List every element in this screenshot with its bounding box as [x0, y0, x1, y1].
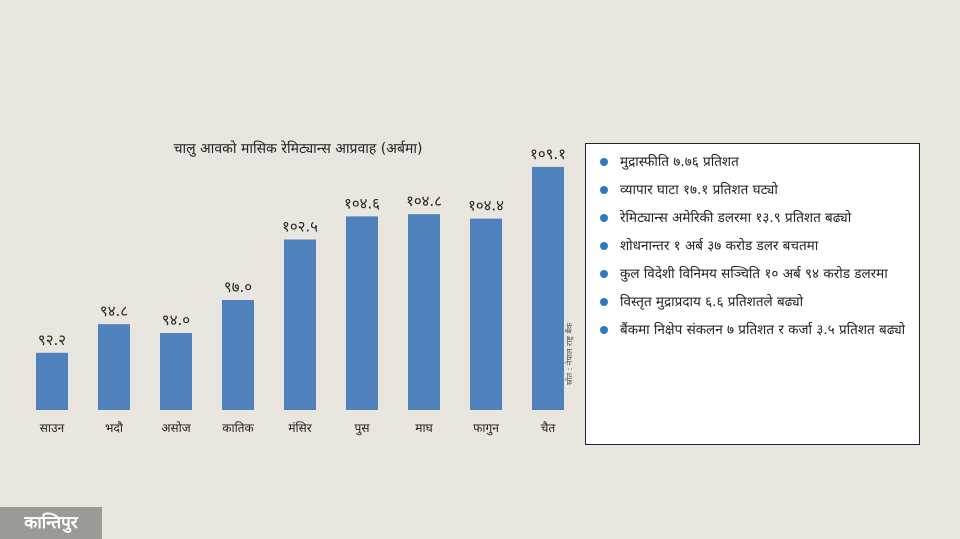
bar-3: [160, 333, 192, 410]
list-item: व्यापार घाटा १७.१ प्रतिशत घट्यो: [596, 180, 909, 200]
bar-1: [36, 352, 68, 410]
bar-6: [346, 216, 378, 410]
bar-chart: चालु आवको मासिक रेमिट्यान्स आप्रवाह (अर्…: [36, 140, 574, 436]
bar-2: [98, 324, 130, 410]
value-label: ९७.०: [224, 278, 252, 296]
list-item-text: बैंकमा निक्षेप संकलन ७ प्रतिशत र कर्जा ३…: [620, 322, 906, 338]
source-label: स्रोत : नेपाल राष्ट्र बैंक: [564, 322, 574, 385]
category-label: असोज: [161, 421, 191, 435]
bar-8: [470, 218, 502, 410]
list-item-text: मुद्रास्फीति ७.७६ प्रतिशत: [620, 154, 739, 170]
value-label: १०४.४: [468, 197, 504, 215]
list-item: बैंकमा निक्षेप संकलन ७ प्रतिशत र कर्जा ३…: [596, 320, 909, 340]
list-item: रेमिट्यान्स अमेरिकी डलरमा १३.९ प्रतिशत ब…: [596, 208, 909, 228]
category-label: चैत: [541, 421, 557, 435]
bullet-icon: [600, 242, 608, 250]
list-item-text: शोधनान्तर १ अर्ब ३७ करोड डलर बचतमा: [620, 238, 819, 254]
bar-7: [408, 214, 440, 410]
category-label: भदौ: [105, 421, 124, 435]
category-label: कातिक: [222, 421, 254, 435]
value-label: ९४.०: [162, 311, 190, 329]
bars-group: ९२.२ साउन ९४.८ भदौ ९४.० असोज ९७.० कातिक १०२.५ मंस…: [36, 145, 566, 436]
bar-9: [532, 166, 564, 410]
list-item-text: विस्तृत मुद्राप्रदाय ६.६ प्रतिशतले बढ्यो: [620, 294, 804, 310]
category-label: पुस: [355, 421, 371, 436]
bullet-icon: [600, 270, 608, 278]
value-label: १०२.५: [282, 218, 318, 236]
category-label: माघ: [415, 421, 433, 435]
value-label: ९२.२: [38, 331, 66, 349]
bullet-icon: [600, 298, 608, 306]
value-label: ९४.८: [100, 302, 128, 320]
info-list: मुद्रास्फीति ७.७६ प्रतिशत व्यापार घाटा १…: [596, 152, 909, 340]
value-label: १०९.१: [530, 145, 566, 163]
bar-5: [284, 239, 316, 410]
info-box: मुद्रास्फीति ७.७६ प्रतिशत व्यापार घाटा १…: [585, 143, 920, 445]
list-item-text: रेमिट्यान्स अमेरिकी डलरमा १३.९ प्रतिशत ब…: [620, 210, 852, 226]
category-label: मंसिर: [288, 421, 312, 435]
list-item-text: व्यापार घाटा १७.१ प्रतिशत घट्यो: [620, 182, 778, 198]
bullet-icon: [600, 214, 608, 222]
list-item: कुल विदेशी विनिमय सञ्चिति १० अर्ब ९४ करो…: [596, 264, 909, 284]
bar-4: [222, 300, 254, 410]
list-item: मुद्रास्फीति ७.७६ प्रतिशत: [596, 152, 909, 172]
list-item-text: कुल विदेशी विनिमय सञ्चिति १० अर्ब ९४ करो…: [620, 266, 888, 282]
list-item: विस्तृत मुद्राप्रदाय ६.६ प्रतिशतले बढ्यो: [596, 292, 909, 312]
category-label: साउन: [40, 421, 65, 435]
category-label: फागुन: [473, 421, 499, 436]
value-label: १०४.८: [406, 192, 442, 210]
chart-title: चालु आवको मासिक रेमिट्यान्स आप्रवाह (अर्…: [174, 140, 423, 157]
list-item: शोधनान्तर १ अर्ब ३७ करोड डलर बचतमा: [596, 236, 909, 256]
kantipur-logo: कान्तिपुर: [0, 507, 102, 539]
bullet-icon: [600, 326, 608, 334]
bullet-icon: [600, 186, 608, 194]
value-label: १०४.६: [344, 194, 380, 212]
bullet-icon: [600, 158, 608, 166]
